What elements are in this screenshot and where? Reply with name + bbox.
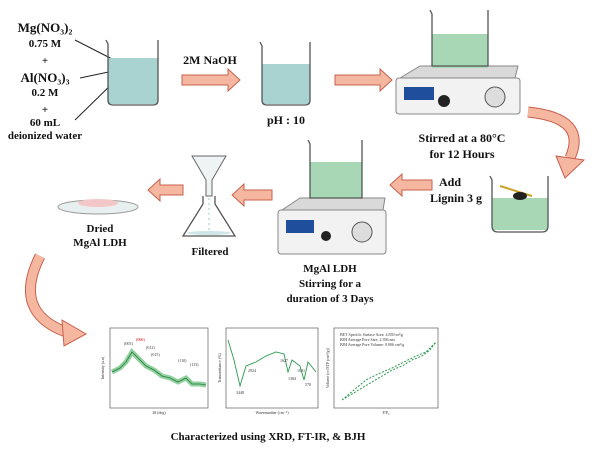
peak-label: (012) <box>146 345 155 350</box>
note: BJH Average Pore Volume: 0.006 cm³/g <box>340 342 404 347</box>
step-label: Dried <box>87 223 114 235</box>
band-label: 3448 <box>236 390 244 395</box>
band-label: 1031 <box>297 368 305 373</box>
peak-label: (003) <box>124 341 133 346</box>
flask <box>181 155 237 237</box>
note: BET Specific Surface Area: 4.839 m²/g <box>340 332 403 337</box>
al-conc: 0.2 M <box>32 87 60 99</box>
step-label: for 12 Hours <box>429 147 494 161</box>
step-label: Stirred at a 80°C <box>419 131 506 145</box>
mg-conc: 0.75 M <box>29 38 62 50</box>
plus: + <box>42 104 48 116</box>
beaker <box>105 39 159 106</box>
arrow <box>527 106 586 179</box>
step-label: MgAl LDH <box>303 263 357 275</box>
axis-label: Wavenumber (cm⁻¹) <box>255 410 289 415</box>
step-label: Filtered <box>191 246 228 258</box>
peak-label: (006) <box>136 337 145 342</box>
beaker <box>489 175 549 233</box>
arrow <box>181 67 241 93</box>
hot-plate <box>395 9 521 115</box>
step-label: MgAl LDH <box>73 237 127 249</box>
step-label: Stirring for a <box>299 278 362 290</box>
caption: Characterized using XRD, FT-IR, & BJH <box>171 431 366 443</box>
water: deionized water <box>8 130 82 142</box>
dish <box>57 199 139 215</box>
xrd-plot: Intensity (a.u) 2θ (deg) (003) (006) (01… <box>100 327 209 415</box>
band-label: 1384 <box>288 376 296 381</box>
axis-label: Intensity (a.u) <box>100 356 105 379</box>
hot-plate <box>277 139 387 255</box>
band-label: 2924 <box>248 368 256 373</box>
arrow <box>231 182 273 208</box>
reagents: Mg(NO₃)₂ 0.75 M + Al(NO₃)₃ 0.2 M + 60 mL… <box>8 20 82 142</box>
band-label: 1627 <box>280 358 288 363</box>
liquid <box>262 64 310 104</box>
band-label: 570 <box>305 382 311 387</box>
axis-label: Transmittance (%) <box>217 352 222 382</box>
note: BJH Average Pore Size: 2.396 nm <box>340 337 395 342</box>
mg-salt: Mg(NO₃)₂ <box>18 20 73 35</box>
axis-label: P/P₀ <box>383 410 391 415</box>
axis-label: 2θ (deg) <box>152 410 166 415</box>
arrow <box>24 253 88 347</box>
al-salt: Al(NO₃)₃ <box>21 70 70 85</box>
ftir-plot: Transmittance (%) Wavenumber (cm⁻¹) 3448… <box>217 327 319 415</box>
peak-label: (110) <box>178 358 187 363</box>
bjh-plot: Volume (cc/STP (cm³/g)) P/P₀ BET Specifi… <box>325 327 439 415</box>
step-label: duration of 3 Days <box>286 293 374 305</box>
axis-label: Volume (cc/STP (cm³/g)) <box>325 347 330 388</box>
plus: + <box>42 55 48 67</box>
peak-label: (015) <box>151 352 160 357</box>
step-label: Lignin 3 g <box>430 191 482 205</box>
liquid <box>108 58 158 104</box>
arrow <box>334 67 393 93</box>
step-label: pH : 10 <box>267 113 305 127</box>
step-label: Add <box>439 175 461 189</box>
step-label: 2M NaOH <box>183 53 237 67</box>
peak-label: (113) <box>190 362 199 367</box>
beaker <box>259 41 311 106</box>
arrow <box>147 177 184 203</box>
arrow <box>389 172 433 198</box>
water-volume: 60 mL <box>30 117 60 129</box>
